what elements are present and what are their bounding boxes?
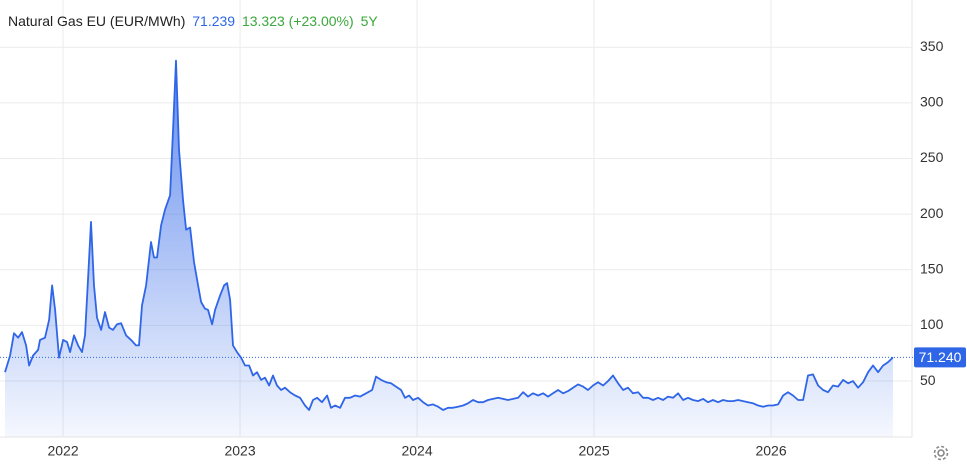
- x-tick-label: 2024: [401, 443, 432, 459]
- x-tick-label: 2022: [47, 443, 78, 459]
- price: 71.239: [192, 13, 236, 29]
- x-tick-label: 2026: [755, 443, 786, 459]
- y-tick-label: 300: [920, 94, 944, 110]
- y-tick-label: 200: [920, 205, 944, 221]
- settings-icon[interactable]: [933, 445, 949, 461]
- x-tick-label: 2023: [224, 443, 255, 459]
- line: [4, 59, 894, 411]
- y-tick-label: 350: [920, 38, 944, 54]
- y-tick-label: 100: [920, 316, 944, 332]
- y-tick-label: 250: [920, 149, 944, 165]
- change: 13.323 (+23.00%): [241, 13, 354, 29]
- last-price-label: 71.240: [919, 349, 962, 365]
- last-price-box: [914, 347, 966, 368]
- period[interactable]: 5Y: [360, 13, 378, 29]
- y-tick-label: 50: [920, 372, 936, 388]
- area: [5, 60, 893, 437]
- title: Natural Gas EU (EUR/MWh): [8, 13, 186, 29]
- y-tick-label: 150: [920, 260, 944, 276]
- header: Natural Gas EU (EUR/MWh) 71.239 13.323 (…: [8, 13, 381, 29]
- x-tick-label: 2025: [578, 443, 609, 459]
